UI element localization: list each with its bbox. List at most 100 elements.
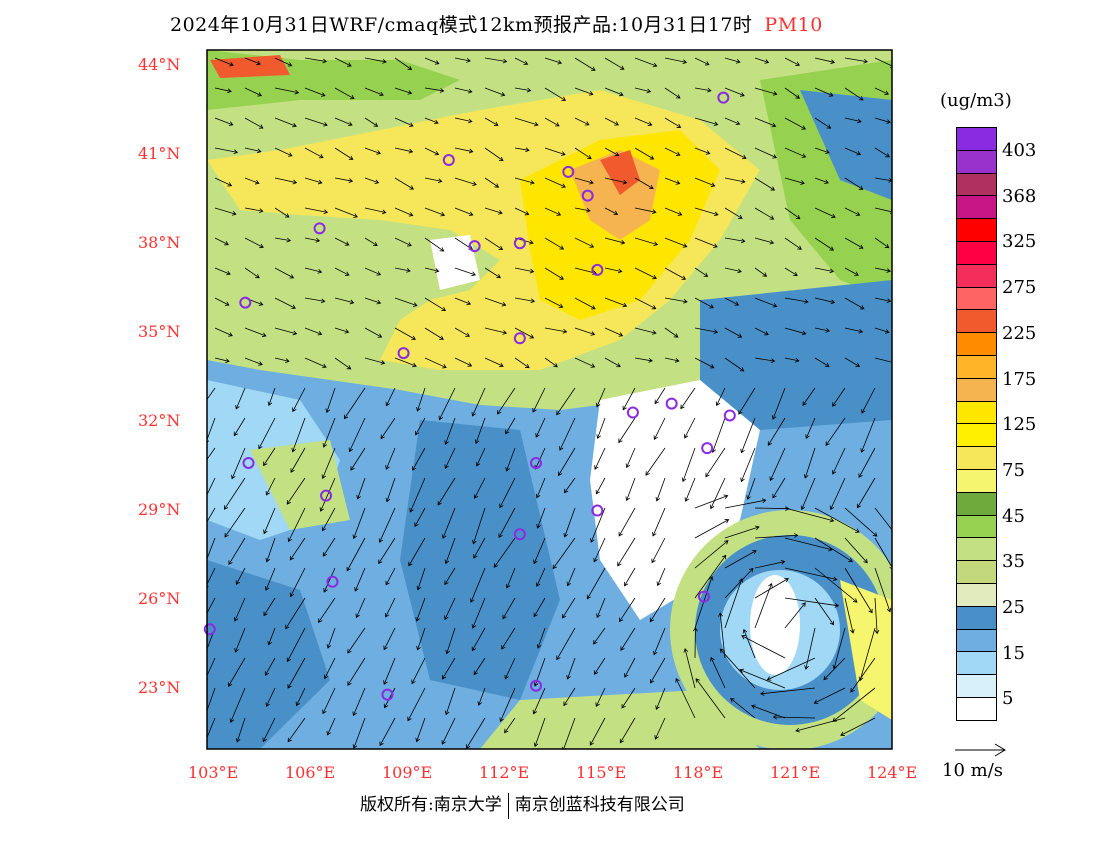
wind-arrow-icon (323, 567, 336, 593)
pollutant-label: PM10 (764, 14, 823, 36)
wind-arrow-icon (784, 297, 809, 304)
wind-arrow-icon (244, 237, 264, 249)
wind-arrow-icon (304, 117, 328, 127)
wind-arrow-icon (454, 147, 474, 154)
wind-arrow-icon (574, 357, 596, 368)
wind-arrow-icon (287, 717, 306, 743)
wind-arrow-icon (321, 447, 336, 480)
wind-arrow-icon (274, 207, 290, 218)
station-marker (239, 296, 252, 309)
wind-arrow-icon (664, 177, 681, 185)
wind-arrow-icon (364, 237, 378, 246)
wind-arrow-icon (471, 597, 486, 629)
wind-arrow-icon (472, 507, 486, 545)
wind-arrow-icon (394, 297, 418, 307)
wind-arrow-icon (229, 687, 246, 723)
wind-arrow-icon (844, 567, 873, 614)
wind-arrow-icon (352, 507, 366, 540)
wind-arrow-icon (874, 597, 880, 635)
wind-arrow-icon (207, 597, 216, 619)
wind-arrow-icon (441, 717, 456, 745)
wind-arrow-icon (444, 537, 456, 565)
wind-arrow-icon (654, 387, 666, 405)
wind-arrow-icon (348, 417, 366, 453)
wind-arrow-icon (574, 117, 590, 126)
wind-arrow-icon (322, 537, 336, 557)
wind-arrow-icon (214, 117, 234, 126)
wind-arrow-icon (533, 537, 546, 565)
wind-arrow-icon (653, 417, 666, 441)
station-marker (717, 91, 730, 104)
wind-arrow-icon (535, 567, 546, 588)
wind-arrow-icon (784, 177, 805, 185)
wind-arrow-icon (649, 597, 666, 623)
wind-arrow-icon (502, 597, 516, 620)
wind-arrow-icon (664, 267, 687, 280)
wind-arrow-icon (214, 267, 231, 276)
lon-tick-label: 109°E (382, 763, 433, 782)
wind-arrow-icon (653, 627, 666, 656)
colorbar-label: 35 (1002, 551, 1025, 573)
title-text: 2024年10月31日WRF/cmaq模式12km预报产品:10月31日17时 (170, 14, 753, 36)
wind-arrow-icon (664, 57, 688, 65)
wind-arrow-icon (394, 267, 411, 273)
wind-arrow-icon (394, 117, 414, 127)
wind-arrow-icon (564, 477, 576, 494)
wind-arrow-icon (475, 447, 486, 467)
wind-arrow-icon (408, 537, 426, 567)
wind-arrow-icon (514, 357, 530, 369)
wind-arrow-icon (334, 147, 354, 160)
station-marker (513, 237, 526, 250)
wind-arrow-icon (214, 87, 232, 94)
colorbar-label: 225 (1002, 322, 1037, 344)
wind-arrow-icon (766, 657, 816, 681)
wind-arrow-icon (355, 597, 366, 619)
wind-arrow-icon (844, 297, 865, 310)
map-frame (206, 49, 893, 750)
wind-arrow-icon (596, 417, 606, 439)
wind-arrow-icon (304, 87, 326, 97)
wind-arrow-icon (844, 237, 864, 249)
wind-arrow-icon (326, 627, 336, 649)
wind-arrow-icon (664, 237, 688, 248)
wind-arrow-icon (740, 447, 756, 483)
wind-arrow-icon (304, 327, 323, 336)
wind-arrow-icon (874, 177, 892, 183)
wind-arrow-icon (574, 207, 591, 213)
wind-arrow-icon (874, 267, 892, 273)
wind-arrow-icon (784, 507, 835, 523)
wind-arrow-icon (814, 117, 832, 129)
wind-arrow-icon (274, 147, 293, 157)
wind-arrow-icon (724, 297, 740, 306)
wind-arrow-icon (595, 477, 606, 495)
wind-arrow-icon (514, 297, 536, 304)
wind-arrow-icon (471, 627, 486, 652)
wind-arrow-icon (814, 147, 830, 155)
wind-arrow-icon (407, 687, 426, 722)
station-marker (442, 154, 455, 167)
wind-arrow-icon (514, 117, 539, 127)
wind-arrow-icon (244, 267, 260, 279)
wind-arrow-icon (754, 297, 778, 308)
wind-arrow-icon (784, 147, 807, 158)
wind-arrow-icon (586, 567, 606, 600)
wind-arrow-icon (424, 237, 445, 252)
wind-arrow-icon (634, 87, 652, 94)
wind-arrow-icon (844, 507, 878, 537)
wind-arrow-icon (617, 537, 636, 567)
copyright-left: 版权所有:南京大学 (360, 795, 502, 815)
wind-arrow-icon (499, 687, 516, 723)
wind-vectors (207, 57, 892, 749)
wind-arrow-icon (544, 357, 558, 368)
wind-reference-label: 10 m/s (942, 760, 1003, 781)
wind-arrow-icon (325, 387, 336, 414)
wind-arrow-icon (411, 657, 426, 685)
wind-arrow-icon (207, 447, 216, 461)
wind-arrow-icon (874, 147, 890, 158)
lat-tick-label: 44°N (138, 55, 181, 74)
wind-arrow-icon (814, 357, 830, 367)
wind-arrow-icon (244, 87, 262, 97)
wind-arrow-icon (484, 297, 507, 307)
wind-arrow-icon (724, 207, 743, 219)
wind-arrow-icon (574, 297, 596, 310)
